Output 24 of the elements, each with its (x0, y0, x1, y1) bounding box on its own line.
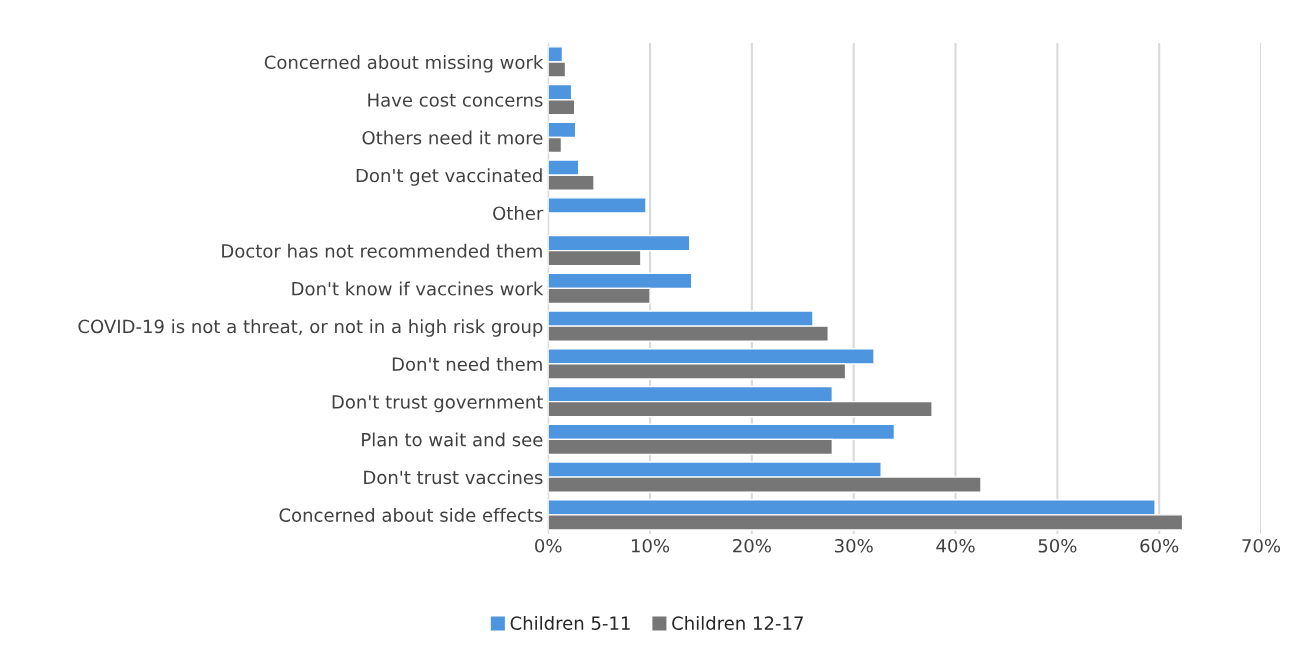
legend-label: Children 5-11 (510, 616, 630, 630)
y-tick-label: Plan to wait and see (362, 432, 543, 447)
y-tick-label: Don't get vaccinated (356, 168, 542, 186)
y-tick-label: Doctor has not recommended them (222, 243, 542, 258)
y-tick-label: Have cost concerns (368, 93, 543, 107)
x-tick-label: 70% (1242, 538, 1281, 553)
x-tick-label: 40% (936, 538, 975, 553)
y-tick-label: Other (493, 206, 544, 221)
x-tick-label: 60% (1140, 538, 1179, 553)
bar (548, 197, 647, 214)
y-tick-label: Don't trust vaccines (364, 470, 543, 485)
x-tick-label: 10% (631, 538, 670, 553)
y-tick-label: Don't need them (392, 357, 542, 371)
y-tick-label: Concerned about side effects (279, 507, 543, 522)
x-tick-label: 30% (835, 538, 873, 553)
y-tick-label: Others need it more (362, 130, 543, 145)
y-tick-label: Don't trust government (332, 395, 543, 413)
x-tick-label: 50% (1038, 538, 1077, 553)
y-tick-label: Don't know if vaccines work (292, 281, 544, 296)
y-tick-label: Concerned about missing work (264, 55, 544, 73)
legend-label: Children 12-17 (672, 616, 803, 630)
x-tick-label: 0% (535, 538, 562, 553)
x-tick-label: 20% (733, 538, 771, 553)
y-tick-label: COVID-19 is not a threat, or not in a high risk group (78, 319, 543, 337)
